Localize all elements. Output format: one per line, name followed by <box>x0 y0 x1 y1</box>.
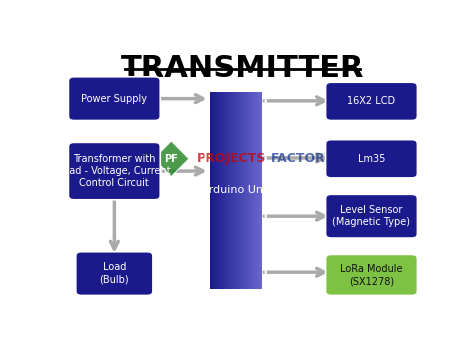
Bar <box>237 92 238 289</box>
Bar <box>230 92 232 289</box>
Bar <box>232 92 233 289</box>
Bar <box>223 92 224 289</box>
Text: FACTORY: FACTORY <box>271 152 334 165</box>
Bar <box>247 92 248 289</box>
Bar <box>260 92 262 289</box>
Bar <box>229 92 230 289</box>
Bar <box>215 92 216 289</box>
Text: PROJECTS: PROJECTS <box>197 152 266 165</box>
Bar <box>246 92 247 289</box>
Bar <box>213 92 215 289</box>
Polygon shape <box>154 141 189 176</box>
Text: Power Supply: Power Supply <box>82 94 147 104</box>
Bar <box>258 92 259 289</box>
Bar <box>231 92 233 289</box>
FancyBboxPatch shape <box>326 194 418 238</box>
Bar <box>234 92 235 289</box>
Bar <box>221 92 222 289</box>
Bar <box>259 92 260 289</box>
Bar <box>214 92 215 289</box>
Bar <box>239 92 240 289</box>
Bar <box>233 92 234 289</box>
Bar <box>251 92 252 289</box>
Bar <box>242 92 244 289</box>
Bar <box>220 92 221 289</box>
Text: Load
(Bulb): Load (Bulb) <box>100 262 129 285</box>
Bar <box>212 92 214 289</box>
Bar <box>224 92 226 289</box>
Bar <box>253 92 254 289</box>
Text: 16X2 LCD: 16X2 LCD <box>347 96 396 106</box>
Bar <box>257 92 258 289</box>
Bar <box>243 92 245 289</box>
Bar <box>225 92 227 289</box>
Bar <box>255 92 256 289</box>
Text: Transformer with
Load - Voltage, Current
Control Circuit: Transformer with Load - Voltage, Current… <box>58 154 171 189</box>
Bar <box>226 92 228 289</box>
Bar <box>249 92 251 289</box>
Bar <box>260 92 261 289</box>
Bar <box>219 92 220 289</box>
Bar <box>244 92 246 289</box>
Bar <box>211 92 212 289</box>
Bar <box>256 92 257 289</box>
Text: Lm35: Lm35 <box>358 154 385 164</box>
Bar <box>254 92 255 289</box>
FancyBboxPatch shape <box>76 252 153 295</box>
Bar <box>210 92 211 289</box>
Bar <box>240 92 241 289</box>
Bar <box>228 92 229 289</box>
Bar <box>247 92 249 289</box>
Text: Arduino Uno: Arduino Uno <box>201 185 270 195</box>
Bar <box>224 92 225 289</box>
Bar <box>236 92 237 289</box>
Bar <box>216 92 217 289</box>
Bar <box>211 92 213 289</box>
Bar <box>250 92 251 289</box>
FancyBboxPatch shape <box>326 82 418 120</box>
Bar <box>242 92 243 289</box>
Bar <box>235 92 236 289</box>
Text: PF: PF <box>164 154 178 164</box>
Bar <box>217 92 218 289</box>
Bar <box>245 92 246 289</box>
Bar <box>252 92 253 289</box>
FancyBboxPatch shape <box>326 255 418 295</box>
Text: Level Sensor
(Magnetic Type): Level Sensor (Magnetic Type) <box>332 205 410 227</box>
Bar <box>248 92 250 289</box>
Bar <box>241 92 242 289</box>
FancyBboxPatch shape <box>68 77 160 120</box>
Bar <box>227 92 228 289</box>
Bar <box>229 92 231 289</box>
FancyBboxPatch shape <box>68 142 160 200</box>
Bar <box>218 92 219 289</box>
Bar <box>222 92 223 289</box>
FancyBboxPatch shape <box>326 140 418 178</box>
Text: TRANSMITTER: TRANSMITTER <box>121 54 365 82</box>
Text: LoRa Module
(SX1278): LoRa Module (SX1278) <box>340 264 403 286</box>
Bar <box>238 92 239 289</box>
